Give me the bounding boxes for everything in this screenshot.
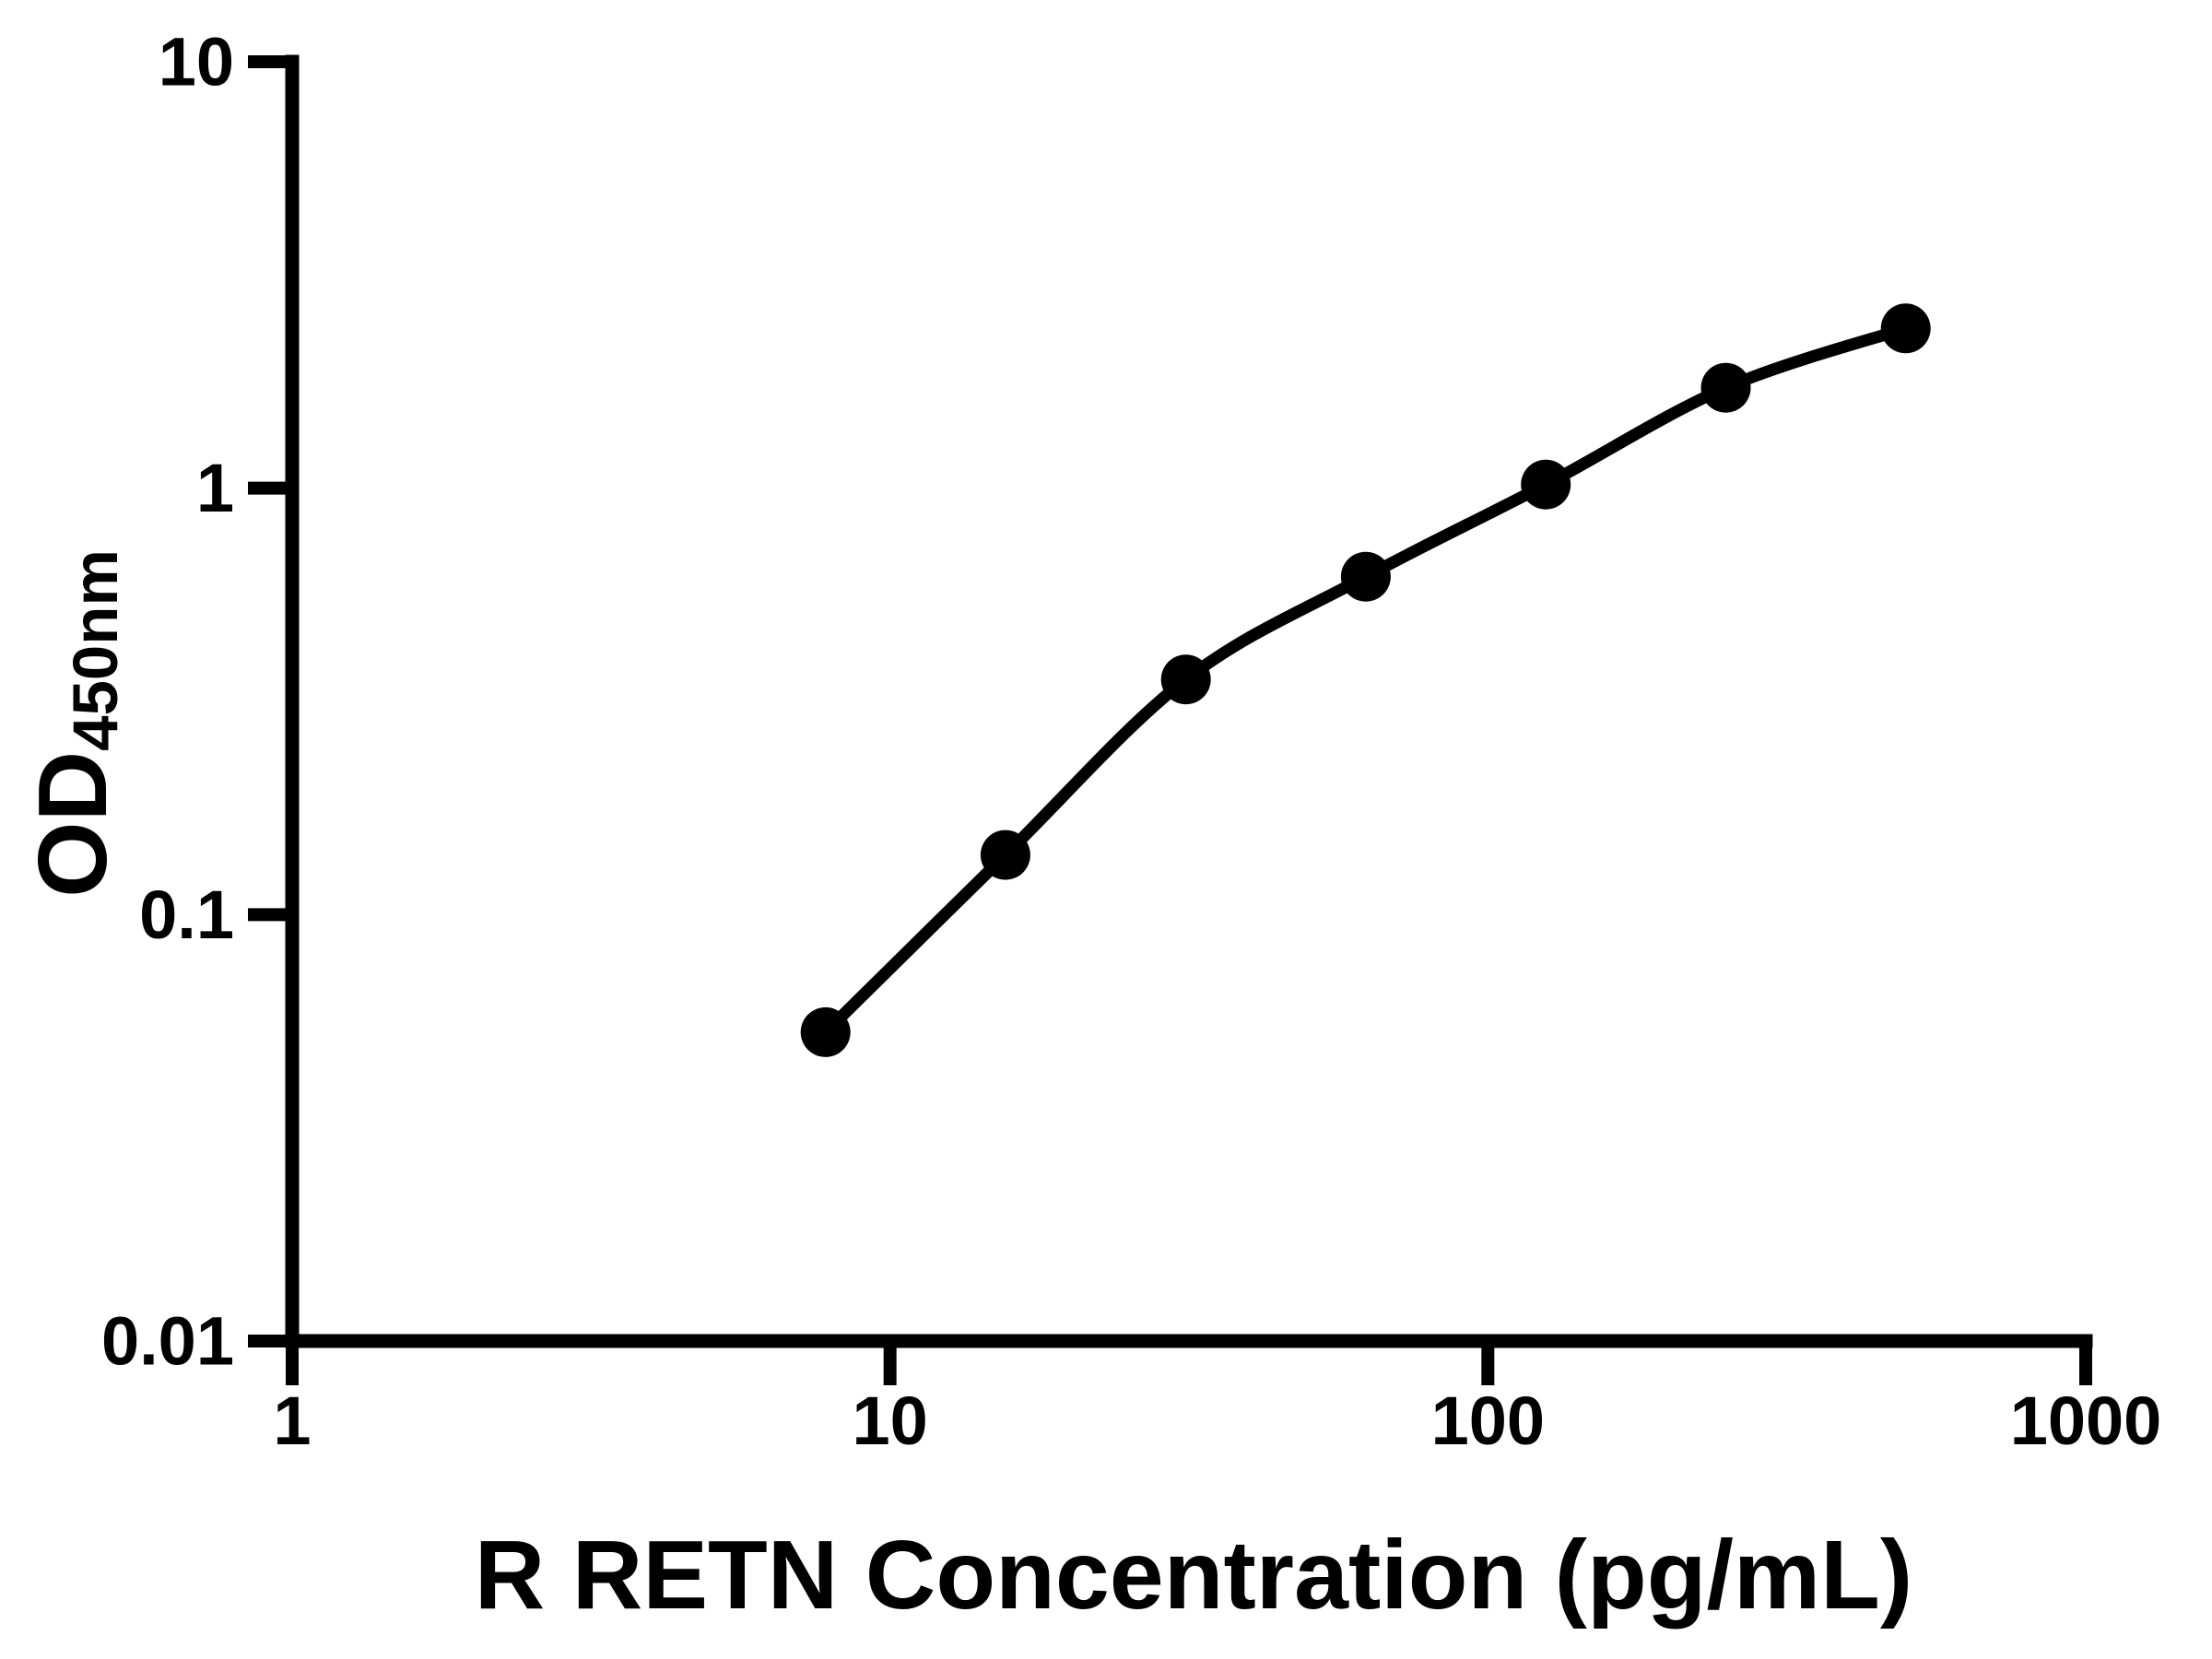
standard-curve-line [821, 323, 1908, 1037]
x-tick-label-1000: 1000 [2010, 1382, 2162, 1459]
x-tick-label-1: 1 [273, 1382, 311, 1459]
y-tick-label-1: 1 [196, 450, 234, 526]
y-axis-title-main: OD [18, 751, 127, 898]
data-point-6 [1700, 362, 1751, 413]
y-axis-title: OD450nm [18, 549, 131, 898]
data-point-7 [1880, 303, 1931, 354]
plot-layer: 10 1 0.1 0.01 1 10 100 1000 [101, 24, 2161, 1460]
data-point-4 [1340, 551, 1391, 602]
x-tick-label-10: 10 [853, 1382, 928, 1459]
data-point-5 [1521, 459, 1571, 510]
y-axis-title-subscript: 450nm [60, 549, 131, 751]
data-point-3 [1160, 654, 1211, 705]
x-tick-label-100: 100 [1431, 1382, 1545, 1459]
data-point-1 [800, 1006, 851, 1057]
x-axis-title: R RETN Concentration (pg/mL) [475, 1521, 1912, 1630]
y-tick-label-0.1: 0.1 [139, 877, 234, 953]
data-point-2 [980, 830, 1030, 880]
y-tick-label-0.01: 0.01 [101, 1303, 234, 1380]
y-tick-label-10: 10 [159, 24, 234, 100]
